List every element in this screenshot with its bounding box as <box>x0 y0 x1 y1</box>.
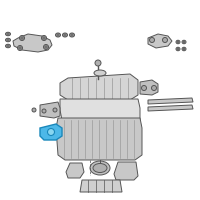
Polygon shape <box>66 163 84 178</box>
Circle shape <box>20 36 24 40</box>
Circle shape <box>44 45 48 49</box>
Circle shape <box>183 48 185 50</box>
Polygon shape <box>148 98 193 104</box>
Polygon shape <box>56 118 142 160</box>
Polygon shape <box>148 34 172 48</box>
Ellipse shape <box>94 70 106 76</box>
Polygon shape <box>140 80 158 95</box>
Polygon shape <box>148 105 193 111</box>
Circle shape <box>42 109 46 113</box>
Ellipse shape <box>176 47 180 51</box>
Circle shape <box>53 108 57 112</box>
Polygon shape <box>40 102 60 118</box>
Circle shape <box>177 48 179 50</box>
Circle shape <box>18 46 22 50</box>
Circle shape <box>95 60 101 66</box>
Polygon shape <box>114 162 138 180</box>
Circle shape <box>45 46 47 48</box>
Ellipse shape <box>56 33 60 37</box>
Polygon shape <box>40 124 62 140</box>
Ellipse shape <box>62 33 68 37</box>
Circle shape <box>57 34 59 36</box>
Circle shape <box>152 86 156 90</box>
Circle shape <box>48 129 54 136</box>
Ellipse shape <box>90 161 110 175</box>
Circle shape <box>150 38 154 43</box>
Circle shape <box>32 108 36 112</box>
Circle shape <box>42 36 46 40</box>
Ellipse shape <box>6 38 10 42</box>
Ellipse shape <box>182 40 186 44</box>
Circle shape <box>7 39 9 41</box>
Circle shape <box>43 37 45 39</box>
Circle shape <box>7 33 9 35</box>
Circle shape <box>21 37 23 39</box>
Circle shape <box>183 41 185 43</box>
Ellipse shape <box>176 40 180 44</box>
Ellipse shape <box>70 33 74 37</box>
Circle shape <box>19 47 21 49</box>
Circle shape <box>162 38 168 43</box>
Circle shape <box>64 34 66 36</box>
Polygon shape <box>80 180 122 192</box>
Ellipse shape <box>93 164 107 172</box>
Ellipse shape <box>6 32 10 36</box>
Ellipse shape <box>6 44 10 48</box>
Polygon shape <box>13 34 52 52</box>
Circle shape <box>7 45 9 47</box>
Polygon shape <box>60 74 138 100</box>
Circle shape <box>177 41 179 43</box>
Ellipse shape <box>182 47 186 51</box>
Polygon shape <box>60 99 140 120</box>
Circle shape <box>71 34 73 36</box>
Circle shape <box>142 86 146 90</box>
